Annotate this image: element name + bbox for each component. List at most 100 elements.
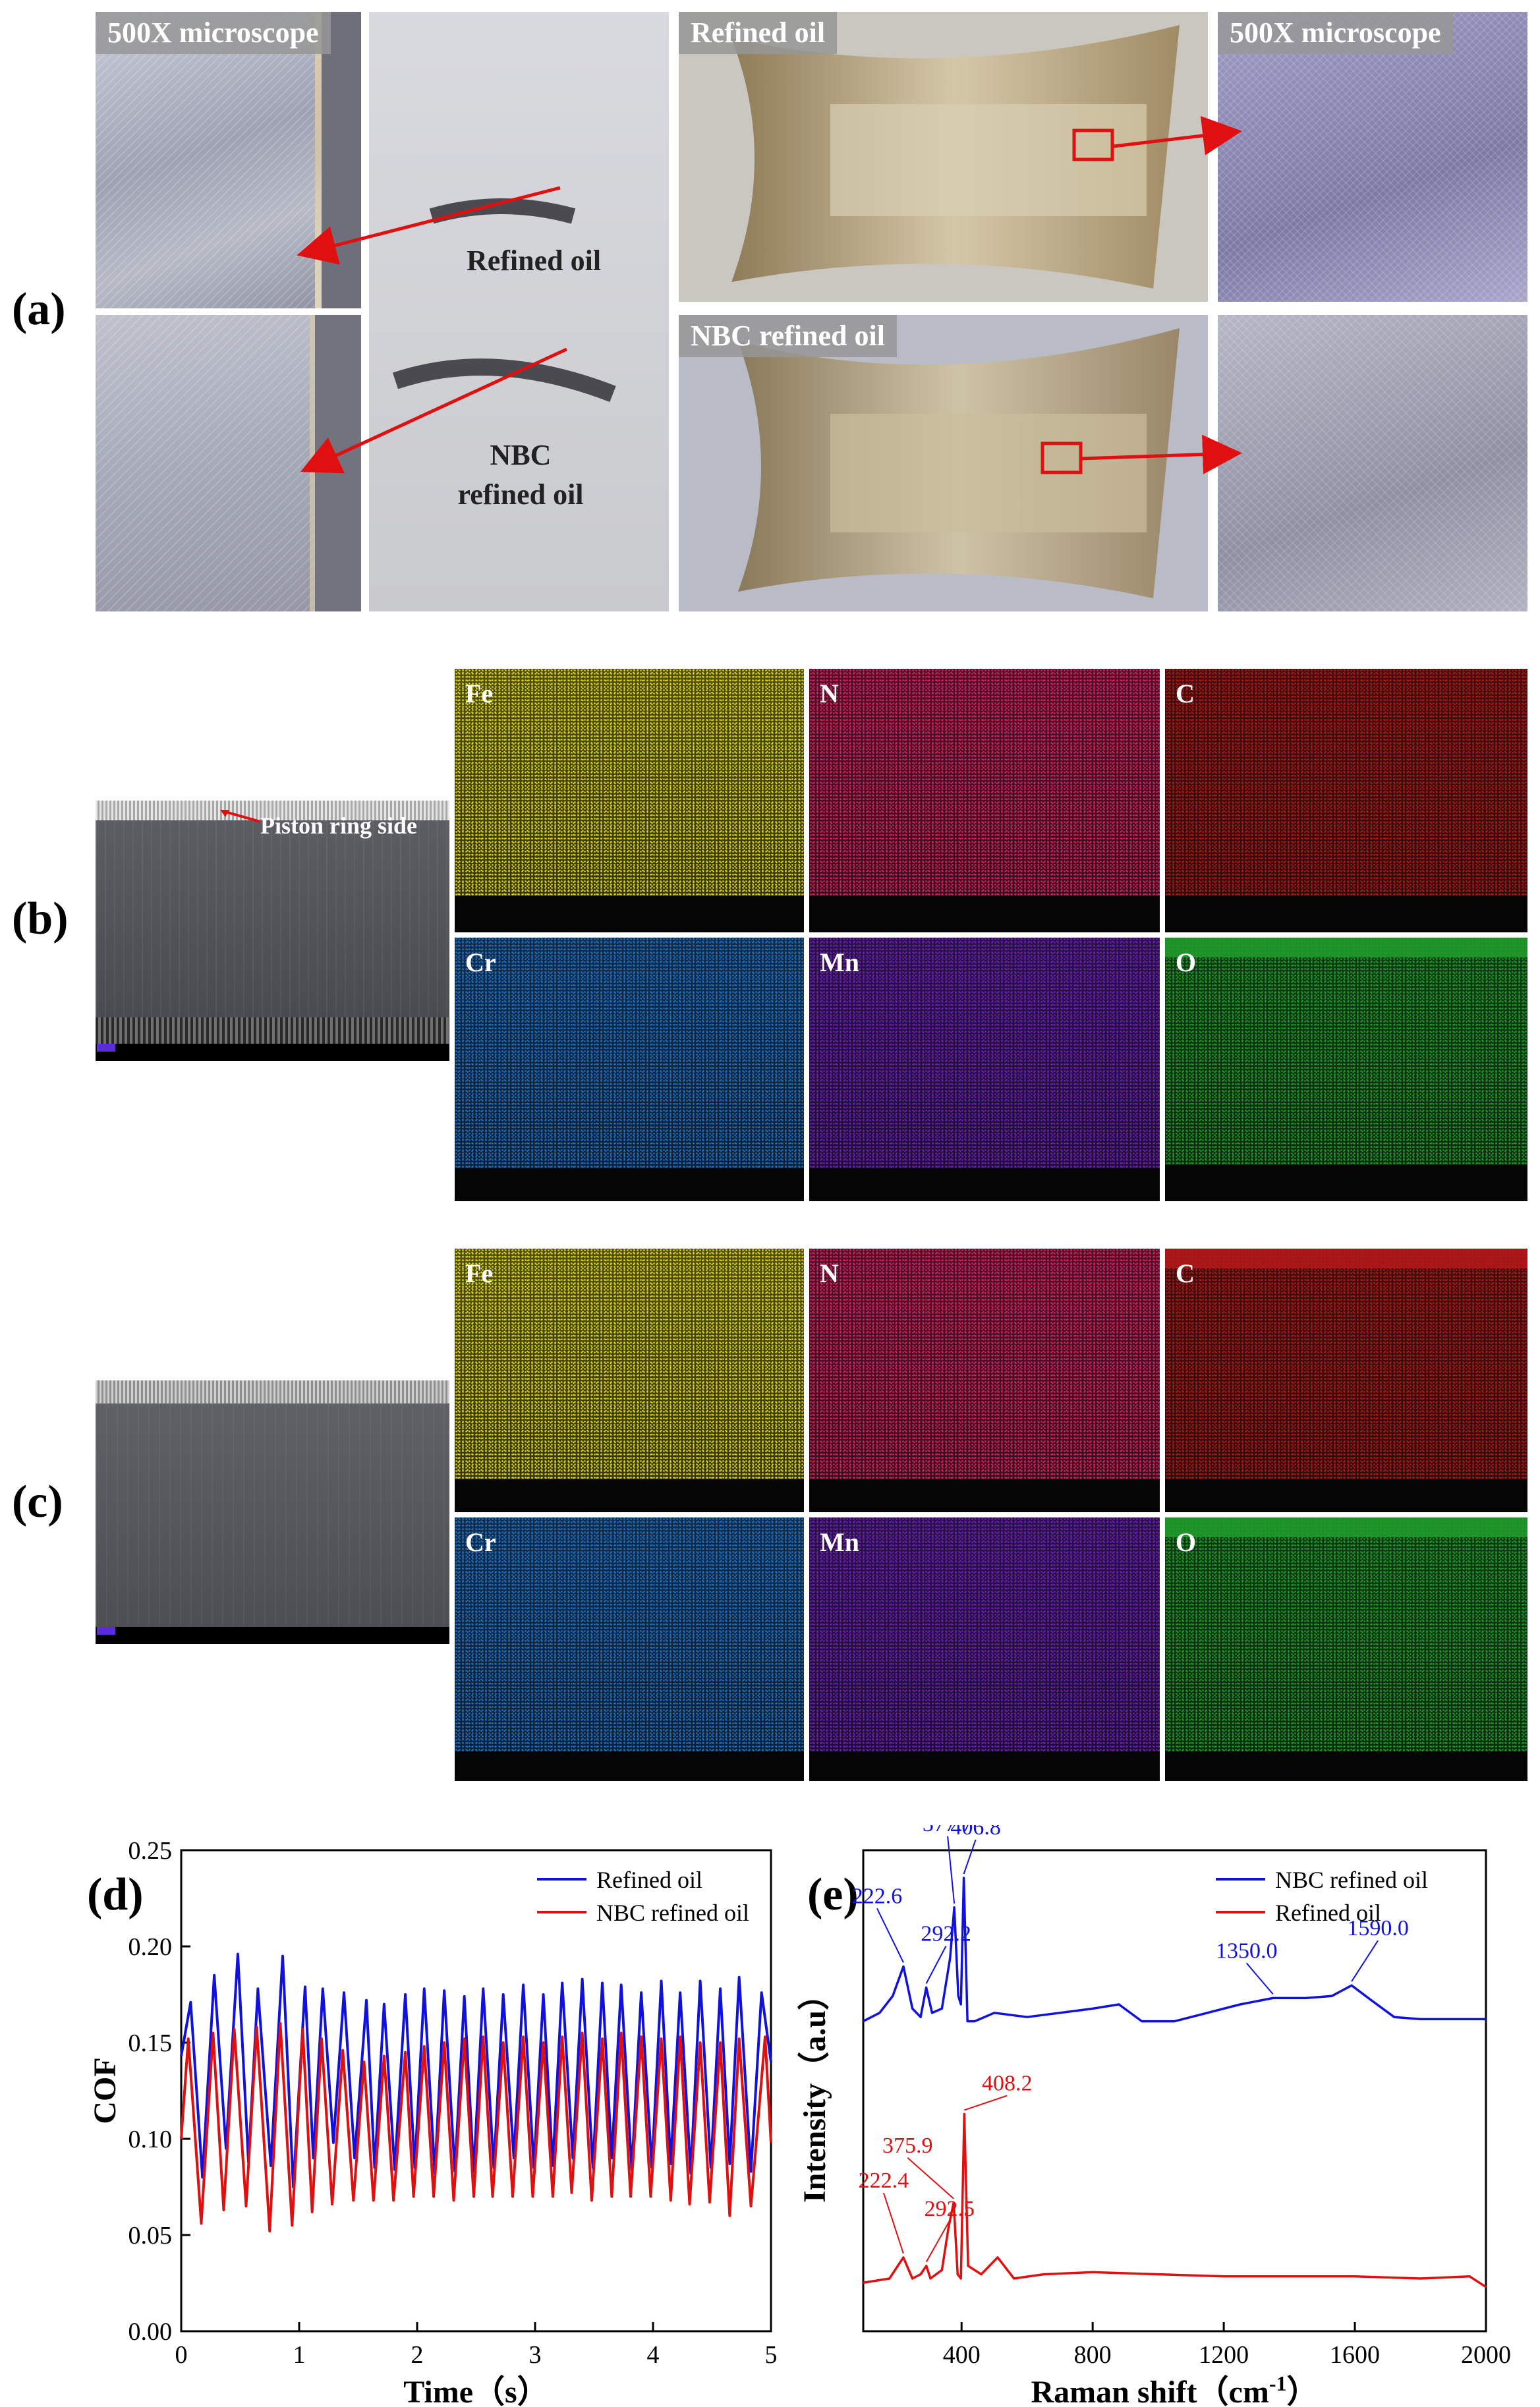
cof-series-refined-oil <box>180 1952 772 2188</box>
ring-label-nbc-line1: NBC <box>490 439 552 471</box>
liner-drawing-bottom <box>738 328 1180 598</box>
raman-plot-frame <box>862 1849 1487 2333</box>
element-map-cr-c: Cr <box>455 1517 804 1781</box>
raman-x-tick-label: 400 <box>943 2341 981 2369</box>
cof-y-axis-label: COF <box>88 2057 123 2124</box>
element-map-n-c: N <box>809 1249 1160 1512</box>
raman-peak-label: 222.6 <box>852 1884 903 1908</box>
piston-rings-drawing <box>392 198 616 403</box>
cof-y-tick-label: 0.25 <box>128 1837 173 1865</box>
element-map-fe-b: Fe <box>455 669 804 932</box>
element-map-fe-c: Fe <box>455 1249 804 1512</box>
cof-x-tick-label: 3 <box>529 2341 542 2369</box>
cof-x-tick-label: 1 <box>293 2341 306 2369</box>
raman-peak-arrow <box>1351 1940 1379 1982</box>
microscope-image-liner-refined <box>1218 12 1527 302</box>
panel-label-e: (e) <box>807 1869 859 1920</box>
element-symbol-n: N <box>820 679 839 708</box>
element-symbol-o: O <box>1176 948 1197 977</box>
element-symbol-mn: Mn <box>820 1527 859 1557</box>
tag-500x-microscope-left: 500X microscope <box>96 12 331 54</box>
raman-x-tick-label: 2000 <box>1461 2341 1511 2369</box>
raman-peak-arrow <box>963 1839 977 1875</box>
element-symbol-mn: Mn <box>820 948 859 977</box>
element-map-o-b: O <box>1165 938 1527 1201</box>
panel-label-c: (c) <box>12 1477 63 1527</box>
raman-series-refined-oil <box>863 2112 1487 2288</box>
tag-refined-oil: Refined oil <box>679 12 838 54</box>
cof-x-axis-label: Time（s） <box>403 2375 548 2407</box>
raman-peak-label: 1350.0 <box>1216 1939 1278 1963</box>
sem-cross-section-b <box>96 801 449 1061</box>
raman-peak-arrow <box>876 1908 904 1963</box>
cof-x-tick-label: 0 <box>175 2341 188 2369</box>
cof-y-tick-label: 0.15 <box>128 2029 173 2057</box>
panel-label-b: (b) <box>12 893 69 944</box>
tag-nbc-refined-oil: NBC refined oil <box>679 315 897 357</box>
cof-legend-label: Refined oil <box>596 1867 702 1893</box>
cof-y-tick-label: 0.10 <box>128 2126 173 2153</box>
raman-peak-arrow <box>882 2192 904 2254</box>
tag-500x-microscope-right: 500X microscope <box>1218 12 1453 54</box>
raman-peak-arrow <box>1245 1962 1274 1995</box>
raman-peak-arrow <box>907 2157 954 2199</box>
cof-y-tick-label: 0.20 <box>128 1933 173 1961</box>
element-map-c-b: C <box>1165 669 1527 932</box>
raman-peak-arrow <box>925 2221 950 2263</box>
microscope-image-liner-nbc <box>1218 315 1527 611</box>
raman-x-tick-label: 800 <box>1074 2341 1112 2369</box>
cylinder-liner-photo-refined <box>679 12 1208 302</box>
element-symbol-cr: Cr <box>465 1527 496 1557</box>
raman-peak-label: 375.9 <box>882 2134 933 2158</box>
raman-y-axis-label: Intensity（a.u） <box>797 1979 832 2203</box>
raman-peak-label: 1590.0 <box>1347 1916 1409 1940</box>
raman-peak-label: 292.5 <box>924 2197 975 2221</box>
liner-drawing-top <box>731 25 1180 289</box>
element-map-n-b: N <box>809 669 1160 932</box>
raman-series-nbc-refined-oil <box>863 1877 1486 2023</box>
element-symbol-n: N <box>820 1259 839 1288</box>
element-symbol-c: C <box>1176 679 1195 708</box>
raman-x-tick-label: 1200 <box>1199 2341 1249 2369</box>
cof-y-tick-label: 0.00 <box>128 2318 173 2346</box>
element-symbol-cr: Cr <box>465 948 496 977</box>
cof-chart: 0.00 0.05 0.10 0.15 0.20 0.25 0 1 2 3 4 5 Time（s） COF… <box>87 1837 778 2407</box>
element-symbol-fe: Fe <box>465 679 494 708</box>
cof-x-tick-label: 4 <box>647 2341 660 2369</box>
sem-note-arrow <box>220 810 261 823</box>
raman-x-axis-label: Raman shift（cm-1） <box>1031 2371 1319 2407</box>
raman-legend-label: NBC refined oil <box>1275 1867 1428 1893</box>
raman-peak-arrow <box>947 1836 955 1904</box>
element-symbol-c: C <box>1176 1259 1195 1288</box>
element-map-c-c: C <box>1165 1249 1527 1512</box>
cof-plot-frame <box>180 1849 772 2333</box>
cylinder-liner-photo-nbc <box>679 315 1208 611</box>
raman-chart: 400 800 1200 1600 2000 Raman shift（cm-1） Inten… <box>797 1825 1511 2407</box>
cof-x-tick-label: 5 <box>765 2341 778 2369</box>
piston-rings-photo <box>369 12 669 611</box>
panel-a-arrows <box>297 116 1242 474</box>
element-map-mn-c: Mn <box>809 1517 1160 1781</box>
panel-label-a: (a) <box>12 284 66 335</box>
raman-peak-label: 292.2 <box>921 1921 971 1946</box>
sem-cross-section-c <box>96 1380 449 1644</box>
element-map-mn-b: Mn <box>809 938 1160 1201</box>
element-map-cr-b: Cr <box>455 938 804 1201</box>
element-symbol-fe: Fe <box>465 1259 494 1288</box>
raman-peak-label: 377.7 <box>923 1825 973 1836</box>
sem-note-piston-ring-side: Piston ring side <box>260 812 418 839</box>
panel-label-d: (d) <box>87 1869 144 1920</box>
element-map-o-c: O <box>1165 1517 1527 1781</box>
raman-legend-label: Refined oil <box>1275 1900 1381 1926</box>
ring-label-refined: Refined oil <box>466 244 602 277</box>
ring-label-nbc-line2: refined oil <box>457 478 584 511</box>
cof-series-nbc-refined-oil <box>180 2022 772 2233</box>
raman-peak-label: 222.4 <box>859 2168 909 2193</box>
raman-peak-arrow <box>925 1945 947 1984</box>
element-symbol-o: O <box>1176 1527 1197 1557</box>
raman-x-tick-label: 1600 <box>1330 2341 1380 2369</box>
cof-y-tick-label: 0.05 <box>128 2222 173 2250</box>
cof-x-tick-label: 2 <box>411 2341 424 2369</box>
cof-legend-label: NBC refined oil <box>596 1900 749 1926</box>
raman-peak-label: 408.2 <box>982 2071 1033 2095</box>
